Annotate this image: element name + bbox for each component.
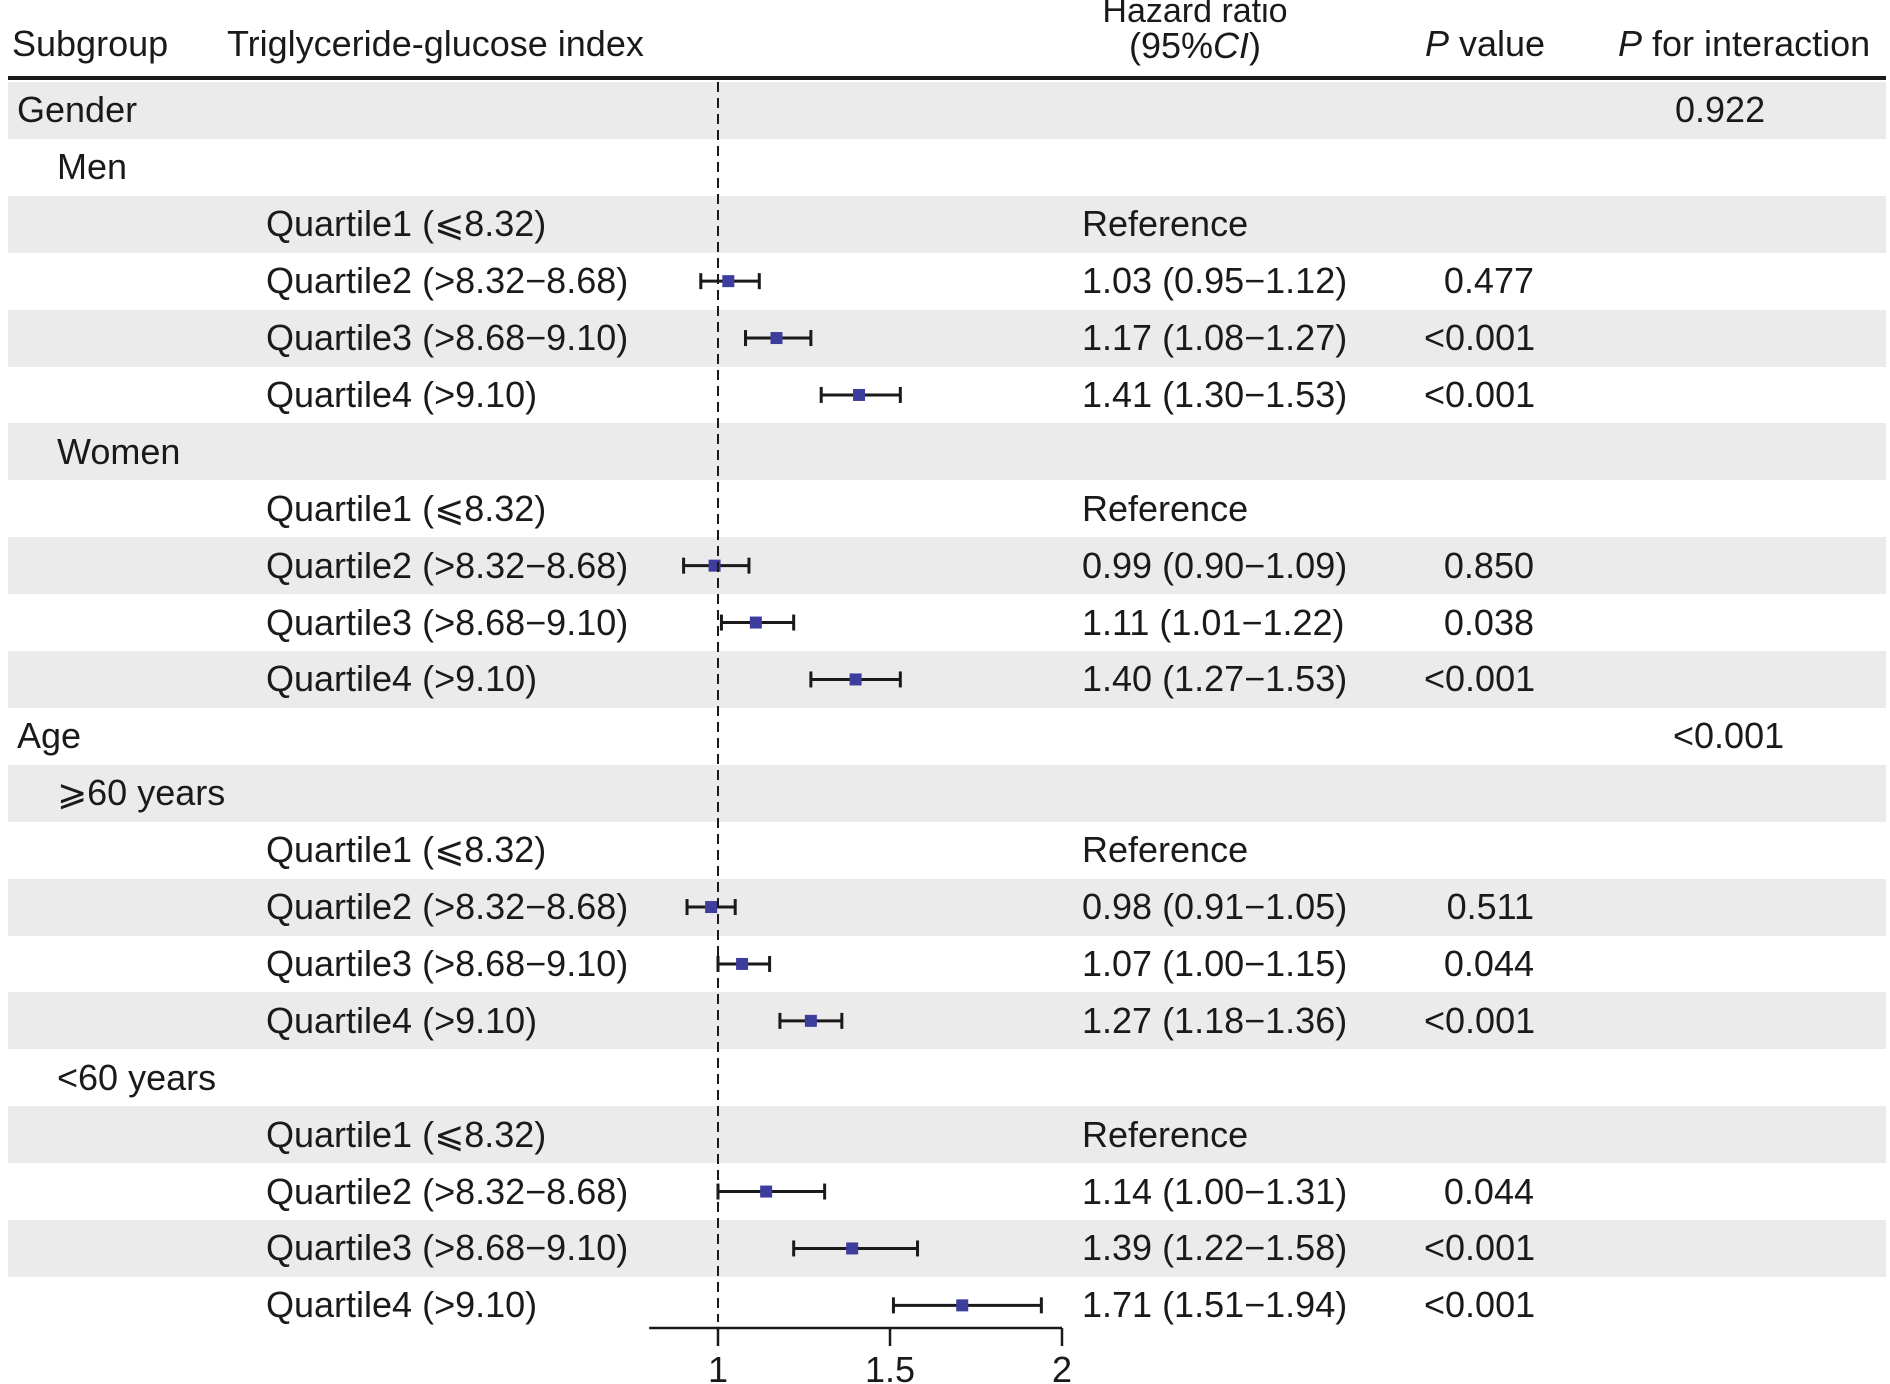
hazard-ratio-text: 1.03 (0.95−1.12)	[1082, 260, 1348, 302]
p-value-text: <0.001	[1424, 1284, 1536, 1326]
header-subgroup: Subgroup	[12, 23, 169, 64]
quartile-label: Quartile4 (>9.10)	[266, 1284, 538, 1326]
hazard-ratio-marker	[705, 901, 718, 914]
quartile-label: Quartile1 (⩽8.32)	[266, 487, 547, 529]
hazard-ratio-marker	[770, 332, 783, 345]
header-p-italic: P	[1425, 23, 1450, 64]
p-value-text: <0.001	[1424, 1227, 1536, 1269]
quartile-label: Quartile2 (>8.32−8.68)	[266, 1170, 629, 1212]
header-hazard-ratio: Hazard ratio (95%CI)	[1085, 0, 1305, 64]
row-band	[8, 651, 1886, 708]
p-value-text: 0.044	[1443, 1170, 1534, 1212]
hazard-ratio-marker	[760, 1185, 773, 1198]
p-value-text: <0.001	[1424, 317, 1536, 359]
p-interaction-value: <0.001	[1673, 715, 1785, 757]
hazard-ratio-text: 0.99 (0.90−1.09)	[1082, 544, 1348, 586]
hazard-ratio-text: Reference	[1082, 829, 1249, 871]
quartile-label: Quartile1 (⩽8.32)	[266, 1113, 547, 1155]
row-band	[8, 1220, 1886, 1277]
quartile-label: Quartile1 (⩽8.32)	[266, 203, 547, 245]
hazard-ratio-marker	[722, 275, 735, 288]
row-band	[8, 309, 1886, 367]
quartile-label: Quartile1 (⩽8.32)	[266, 829, 547, 871]
header-ci-italic: CI	[1213, 25, 1250, 66]
row-band	[8, 195, 1886, 253]
hazard-ratio-text: 1.39 (1.22−1.58)	[1082, 1227, 1348, 1269]
row-band	[8, 1106, 1886, 1164]
row-band	[8, 82, 1886, 139]
p-value-text: 0.511	[1446, 886, 1534, 928]
x-tick-label: 2	[1052, 1349, 1072, 1384]
row-band	[8, 878, 1886, 936]
header-hazard-ratio-line1: Hazard ratio	[1102, 0, 1288, 30]
header-tyg-index: Triglyceride-glucose index	[227, 23, 644, 64]
header-ci-open: (95%	[1128, 25, 1214, 66]
hazard-ratio-text: 1.40 (1.27−1.53)	[1082, 658, 1348, 700]
row-band	[8, 423, 1886, 481]
quartile-label: Quartile2 (>8.32−8.68)	[266, 544, 629, 586]
hazard-ratio-text: Reference	[1082, 203, 1249, 245]
quartile-label: Quartile4 (>9.10)	[266, 373, 538, 415]
header-pint-italic: P	[1618, 23, 1643, 64]
hazard-ratio-marker	[853, 388, 866, 401]
p-value-text: 0.038	[1443, 601, 1534, 643]
hazard-ratio-text: 1.17 (1.08−1.27)	[1082, 317, 1348, 359]
hazard-ratio-marker	[804, 1014, 817, 1027]
hazard-ratio-marker	[849, 673, 862, 686]
hazard-ratio-marker	[749, 616, 762, 629]
hazard-ratio-text: 1.07 (1.00−1.15)	[1082, 942, 1348, 984]
quartile-label: Quartile4 (>9.10)	[266, 999, 538, 1041]
p-value-text: 0.850	[1443, 544, 1534, 586]
hazard-ratio-text: 1.11 (1.01−1.22)	[1082, 601, 1345, 643]
subgroup-label: <60 years	[57, 1056, 217, 1098]
hazard-ratio-marker	[956, 1299, 969, 1312]
p-interaction-value: 0.922	[1675, 89, 1766, 131]
subgroup-label: ⩾60 years	[57, 772, 226, 814]
hazard-ratio-text: 1.27 (1.18−1.36)	[1082, 999, 1348, 1041]
quartile-label: Quartile2 (>8.32−8.68)	[266, 260, 629, 302]
x-tick-label: 1	[708, 1349, 728, 1384]
hazard-ratio-text: Reference	[1082, 487, 1249, 529]
header-ci-close: )	[1249, 25, 1262, 66]
header-rule	[8, 76, 1886, 80]
p-value-text: 0.044	[1443, 942, 1534, 984]
hazard-ratio-text: Reference	[1082, 1113, 1249, 1155]
p-value-text: <0.001	[1424, 999, 1536, 1041]
p-value-text: 0.477	[1443, 260, 1534, 302]
p-value-text: <0.001	[1424, 373, 1536, 415]
group-label: Gender	[17, 89, 138, 131]
header-hazard-ratio-line2: (95%CI)	[1085, 28, 1305, 64]
header-p-rest: value	[1449, 23, 1546, 64]
hazard-ratio-text: 1.41 (1.30−1.53)	[1082, 373, 1348, 415]
hazard-ratio-text: 0.98 (0.91−1.05)	[1082, 886, 1348, 928]
x-tick-label: 1.5	[865, 1349, 915, 1384]
subgroup-label: Men	[57, 146, 128, 188]
p-value-text: <0.001	[1424, 658, 1536, 700]
quartile-label: Quartile3 (>8.68−9.10)	[266, 601, 629, 643]
subgroup-label: Women	[57, 430, 181, 472]
group-label: Age	[17, 715, 82, 757]
quartile-label: Quartile3 (>8.68−9.10)	[266, 1227, 629, 1269]
quartile-label: Quartile3 (>8.68−9.10)	[266, 317, 629, 359]
hazard-ratio-marker	[846, 1242, 859, 1255]
header-pint-rest: for interaction	[1642, 23, 1871, 64]
quartile-label: Quartile2 (>8.32−8.68)	[266, 886, 629, 928]
header-p-value: P value	[1425, 24, 1545, 64]
hazard-ratio-text: 1.71 (1.51−1.94)	[1082, 1284, 1348, 1326]
hazard-ratio-text: 1.14 (1.00−1.31)	[1082, 1170, 1348, 1212]
hazard-ratio-marker	[736, 957, 749, 970]
row-band	[8, 764, 1886, 822]
row-band	[8, 537, 1886, 595]
row-band	[8, 992, 1886, 1050]
quartile-label: Quartile3 (>8.68−9.10)	[266, 942, 629, 984]
header-p-interaction: P for interaction	[1618, 24, 1870, 64]
quartile-label: Quartile4 (>9.10)	[266, 658, 538, 700]
